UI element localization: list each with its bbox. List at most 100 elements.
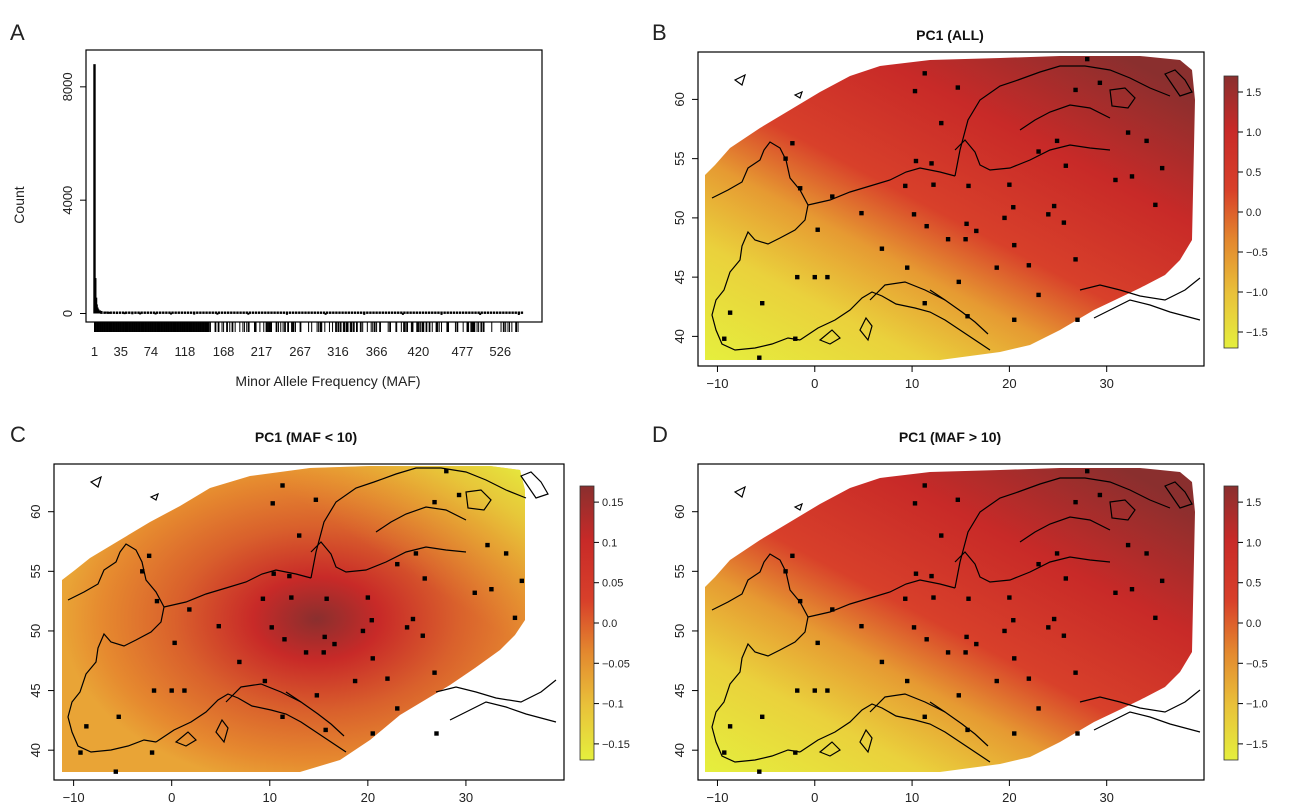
panel-d-site-marker [963, 650, 968, 655]
panel-c-site-marker [519, 578, 525, 584]
panel-d-site-marker [929, 573, 934, 579]
panel-c-site-marker [289, 595, 294, 600]
panel-a-tail-mark [502, 311, 505, 314]
panel-a-y-tick-label: 4000 [60, 186, 75, 215]
panel-a-tail-mark [162, 311, 165, 314]
panel-b-heat-surface [705, 56, 1195, 360]
panel-b-site-marker [922, 71, 927, 76]
panel-a-tail-mark [217, 311, 221, 314]
panel-d-site-marker [830, 607, 835, 612]
panel-a-rug [94, 322, 519, 332]
panel-d-site-marker [1036, 706, 1041, 711]
panel-a-x-tick-label: 420 [407, 344, 429, 359]
panel-a-tail-mark [486, 311, 490, 314]
panel-a-tail-mark [350, 311, 354, 314]
panel-a-tail-mark [295, 311, 298, 314]
panel-c-site-marker [370, 731, 375, 736]
panel-d-site-marker [1051, 616, 1057, 622]
panel-a-tail-mark [100, 311, 103, 314]
panel-a-bar [170, 312, 173, 315]
panel-b-site-marker [757, 355, 762, 360]
panel-a-tail-mark [424, 311, 428, 314]
panel-a-tail-mark [344, 311, 347, 314]
panel-d-site-marker [760, 714, 765, 719]
panel-c-x-tick-label: 0 [168, 790, 175, 805]
panel-a-tail-mark [257, 311, 261, 314]
panel-a-tail-mark [452, 311, 456, 314]
panel-d-site-marker [783, 569, 788, 574]
panel-c-colorbar-label: 0.05 [602, 578, 623, 590]
panel-c-site-marker [262, 678, 268, 684]
panel-b-y-tick-label: 40 [672, 329, 687, 343]
panel-d-site-marker [859, 623, 864, 629]
panel-d-site-marker [1012, 656, 1017, 661]
panel-a-tail-mark [230, 311, 233, 314]
panel-c-y-tick-label: 55 [28, 564, 43, 578]
panel-letter-c: C [10, 422, 26, 447]
panel-d-site-marker [1061, 633, 1067, 638]
panel-b-sample-sites [722, 56, 1165, 360]
panel-d-site-marker [790, 553, 795, 559]
panel-c-site-marker [296, 533, 302, 538]
panel-a-ticks: 1 35 74 118 168 217 267 316 366 420 477 526 0 4000 800… [60, 72, 511, 359]
panel-b-colorbar-label: −1.5 [1246, 327, 1268, 339]
panel-a-tail-mark [520, 311, 524, 314]
panel-c-site-marker [404, 625, 410, 630]
panel-b-site-marker [825, 274, 830, 280]
panel-a-tail-mark [282, 311, 286, 314]
panel-a-tail-mark [124, 311, 128, 314]
panel-d-x-tick-label: 10 [905, 790, 919, 805]
panel-a-tail-mark [199, 311, 202, 314]
panel-a-x-tick-label: 1 [91, 344, 98, 359]
panel-a-tail-mark [363, 311, 366, 314]
panel-c-site-marker [303, 650, 309, 655]
panel-a-tail-mark [412, 311, 415, 314]
panel-a-bar [97, 309, 100, 314]
panel-a-y-tick-label: 0 [60, 310, 75, 317]
panel-b-site-marker [1113, 177, 1118, 183]
panel-d-site-marker [1012, 731, 1017, 736]
panel-b-site-marker [1085, 56, 1090, 62]
panel-c-site-marker [187, 607, 192, 612]
panel-d-site-marker [1113, 590, 1118, 595]
panel-c-site-marker [434, 731, 439, 736]
panel-d-frame [697, 463, 1205, 781]
panel-a-tail-mark [372, 311, 375, 314]
panel-d-title: PC1 (MAF > 10) [899, 429, 1001, 445]
panel-c-site-marker [472, 590, 477, 595]
panel-b-site-marker [1002, 215, 1007, 221]
panel-c-site-marker [280, 714, 285, 719]
panel-c-site-marker [169, 688, 174, 693]
panel-d-sample-sites [722, 468, 1165, 774]
panel-b-site-marker [974, 228, 979, 234]
panel-d-y-tick-label: 40 [672, 743, 687, 757]
panel-c-site-marker [140, 569, 145, 574]
panel-d-y-tick-label: 50 [672, 624, 687, 638]
panel-b-site-marker [903, 183, 908, 189]
panel-b-site-marker [727, 310, 733, 315]
panel-b-site-marker [1026, 263, 1032, 268]
panel-a-tail-mark [508, 311, 511, 314]
panel-a-tail-mark [109, 311, 112, 314]
panel-a-tail-mark [477, 311, 480, 314]
panel-a-xlabel: Minor Allele Frequency (MAF) [235, 373, 420, 389]
panel-a-tail-mark [251, 311, 255, 314]
panel-c-site-marker [151, 688, 157, 693]
panel-d-site-marker [1125, 542, 1131, 548]
panel-a-tail-mark [112, 311, 116, 314]
panel-d-site-marker [931, 595, 936, 600]
panel-a-tail-mark [304, 311, 307, 314]
panel-a-tail-mark [353, 311, 357, 314]
panel-a-tail-mark [443, 311, 446, 314]
panel-a-tail-mark [227, 311, 230, 314]
panel-a-x-tick-label: 217 [251, 344, 273, 359]
panel-d-site-marker [905, 678, 910, 684]
panel-a-tail-mark [431, 311, 434, 314]
panel-d-colorbar-label: −0.5 [1246, 658, 1268, 670]
panel-a-tail-mark [329, 311, 332, 314]
panel-c-y-tick-label: 45 [28, 683, 43, 697]
panel-b-site-marker [994, 265, 999, 270]
panel-c-site-marker [314, 693, 320, 698]
panel-d-x-tick-label: 30 [1099, 790, 1113, 805]
panel-a-tail-mark [415, 311, 418, 314]
